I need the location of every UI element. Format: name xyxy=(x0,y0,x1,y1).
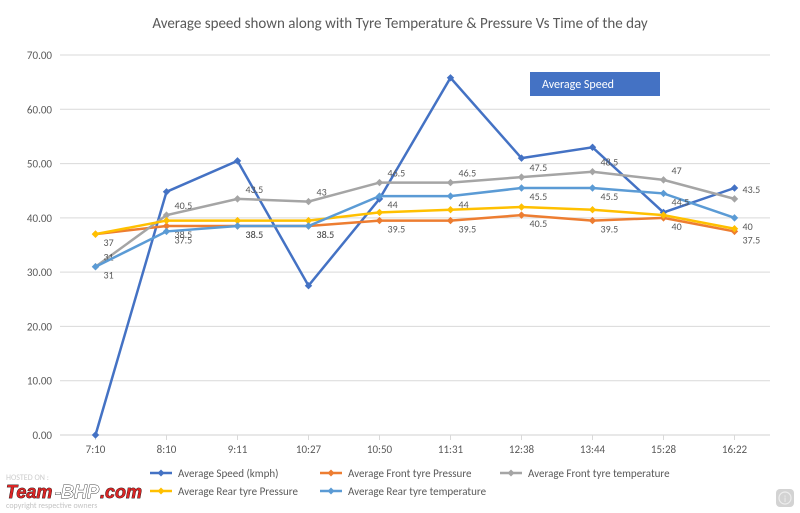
series-marker xyxy=(732,215,738,221)
y-axis-label: 0.00 xyxy=(32,429,52,442)
y-axis-label: 60.00 xyxy=(27,103,53,116)
series-marker xyxy=(377,209,383,215)
legend-label: Average Speed (kmph) xyxy=(178,467,278,480)
series-marker xyxy=(661,177,667,183)
series-marker xyxy=(448,218,454,224)
y-axis-label: 20.00 xyxy=(27,320,53,333)
data-label: 44.5 xyxy=(672,195,690,208)
series-marker xyxy=(448,180,454,186)
y-axis-label: 30.00 xyxy=(27,266,53,279)
x-axis-label: 10:27 xyxy=(296,443,322,456)
series-marker xyxy=(377,180,383,186)
y-axis-label: 70.00 xyxy=(27,49,53,62)
data-label: 38.5 xyxy=(246,228,264,241)
y-axis-label: 10.00 xyxy=(27,375,53,388)
legend-label: Average Front tyre temperature xyxy=(528,467,670,480)
legend-marker xyxy=(328,488,335,495)
data-label: 45.5 xyxy=(601,190,619,203)
data-label: 39.5 xyxy=(388,223,406,236)
data-label: 47.5 xyxy=(530,161,548,174)
legend-label: Average Rear tyre Pressure xyxy=(178,485,298,498)
series-marker xyxy=(519,174,525,180)
series-marker xyxy=(519,185,525,191)
svg-text:Team: Team xyxy=(6,482,52,502)
svg-text:-BHP: -BHP xyxy=(55,482,100,502)
data-label: 37 xyxy=(104,236,114,249)
series-marker xyxy=(732,196,738,202)
series-marker xyxy=(590,207,596,213)
series-marker xyxy=(661,190,667,196)
y-axis-label: 50.00 xyxy=(27,158,53,171)
data-label: 46.5 xyxy=(459,167,477,180)
series-marker xyxy=(306,199,312,205)
data-label: 31 xyxy=(104,269,114,282)
data-label: 43.5 xyxy=(743,183,761,196)
series-line xyxy=(96,78,735,435)
series-marker xyxy=(164,218,170,224)
chart-container: Average speed shown along with Tyre Temp… xyxy=(0,0,800,513)
series-marker xyxy=(519,212,525,218)
watermark-sub: copyright respective owners xyxy=(6,501,97,511)
data-label: 47 xyxy=(672,164,682,177)
series-marker xyxy=(590,169,596,175)
legend-label: Average Rear tyre temperature xyxy=(348,485,487,498)
data-label: 46.5 xyxy=(388,167,406,180)
series-marker xyxy=(590,218,596,224)
legend-marker xyxy=(508,470,515,477)
data-label: 39.5 xyxy=(459,223,477,236)
legend-marker xyxy=(158,488,165,495)
x-axis-label: 10:50 xyxy=(367,443,393,456)
watermark-logo: Team-BHP.com xyxy=(6,482,142,502)
data-label: 40 xyxy=(743,220,753,233)
data-label: 44 xyxy=(388,198,398,211)
x-axis-label: 13:44 xyxy=(580,443,606,456)
data-label: 38.5 xyxy=(317,228,335,241)
data-label: 39.5 xyxy=(601,223,619,236)
series-marker xyxy=(93,432,99,438)
data-label: 37.5 xyxy=(743,233,761,246)
chart-title: Average speed shown along with Tyre Temp… xyxy=(152,15,648,33)
data-label: 45.5 xyxy=(530,190,548,203)
legend-marker xyxy=(158,470,165,477)
x-axis-label: 15:28 xyxy=(651,443,677,456)
legend-label: Average Front tyre Pressure xyxy=(348,467,472,480)
data-label: 48.5 xyxy=(601,156,619,169)
series-marker xyxy=(93,231,99,237)
legend-marker xyxy=(328,470,335,477)
svg-text:.com: .com xyxy=(100,482,142,502)
data-label: 40 xyxy=(672,220,682,233)
data-label: 40.5 xyxy=(175,199,193,212)
data-label: 43 xyxy=(317,186,327,199)
x-axis-label: 16:22 xyxy=(722,443,748,456)
data-label: 37.5 xyxy=(175,233,193,246)
series-marker xyxy=(519,204,525,210)
data-label: 40.5 xyxy=(530,217,548,230)
data-label: 43.5 xyxy=(246,183,264,196)
series-marker xyxy=(732,185,738,191)
y-axis-label: 40.00 xyxy=(27,212,53,225)
series-marker xyxy=(235,223,241,229)
x-axis-label: 12:38 xyxy=(509,443,535,456)
series-marker xyxy=(235,196,241,202)
x-axis-label: 11:31 xyxy=(438,443,464,456)
speed-badge-text: Average Speed xyxy=(542,78,614,92)
info-icon-i: i xyxy=(784,494,786,505)
line-chart: Average speed shown along with Tyre Temp… xyxy=(0,0,800,513)
series-marker xyxy=(590,185,596,191)
data-label: 44 xyxy=(459,198,469,211)
x-axis-label: 9:11 xyxy=(228,443,248,456)
series-marker xyxy=(377,218,383,224)
x-axis-label: 7:10 xyxy=(86,443,106,456)
series-marker xyxy=(448,193,454,199)
series-marker xyxy=(448,207,454,213)
x-axis-label: 8:10 xyxy=(157,443,177,456)
